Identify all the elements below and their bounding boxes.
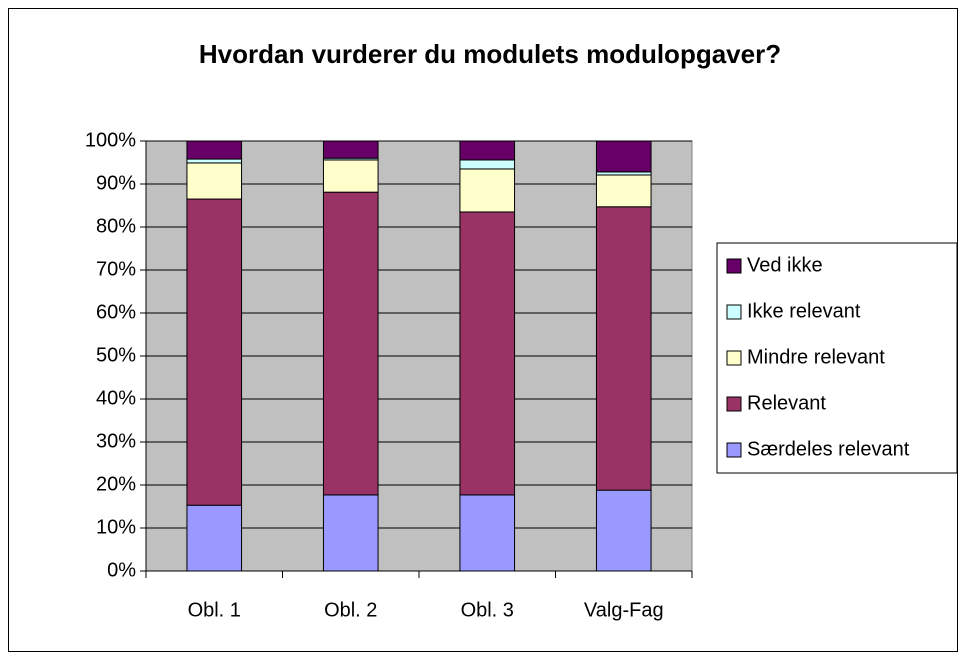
bar-segment	[322, 191, 379, 496]
y-tick-label: 60%	[96, 301, 136, 323]
bar-segment	[322, 140, 379, 159]
bar-segment	[322, 494, 379, 572]
legend-label: Relevant	[747, 392, 826, 414]
legend-swatch	[726, 396, 742, 412]
bar-segment	[186, 162, 243, 200]
legend-swatch	[726, 304, 742, 320]
legend-swatch	[726, 258, 742, 274]
bar-segment	[459, 159, 516, 170]
bar-segment	[595, 206, 652, 491]
y-tick-label: 20%	[96, 473, 136, 495]
y-tick-label: 70%	[96, 258, 136, 280]
bar-segment	[459, 140, 516, 161]
bar-segment	[459, 168, 516, 213]
bar-segment	[186, 158, 243, 164]
legend-label: Ikke relevant	[747, 300, 861, 322]
x-tick-label: Valg-Fag	[584, 599, 664, 621]
bar-segment	[186, 140, 243, 160]
bar-segment	[595, 489, 652, 572]
legend-label: Mindre relevant	[747, 346, 885, 368]
legend-label: Særdeles relevant	[747, 438, 910, 460]
x-tick-label: Obl. 2	[324, 599, 377, 621]
y-tick-label: 90%	[96, 172, 136, 194]
bar-segment	[459, 211, 516, 496]
bar-segment	[459, 494, 516, 572]
chart-title: Hvordan vurderer du modulets modulopgave…	[199, 39, 781, 69]
bar-segment	[186, 198, 243, 506]
bar-segment	[595, 140, 652, 173]
y-tick-label: 10%	[96, 516, 136, 538]
bar-segment	[595, 174, 652, 208]
x-tick-label: Obl. 1	[188, 599, 241, 621]
legend-label: Ved ikke	[747, 254, 823, 276]
y-tick-label: 50%	[96, 344, 136, 366]
x-tick-label: Obl. 3	[461, 599, 514, 621]
y-tick-label: 40%	[96, 387, 136, 409]
y-tick-label: 30%	[96, 430, 136, 452]
legend-swatch	[726, 442, 742, 458]
y-tick-label: 100%	[85, 129, 136, 151]
legend-box	[716, 242, 958, 474]
y-tick-label: 0%	[107, 559, 136, 581]
y-tick-label: 80%	[96, 215, 136, 237]
bar-segment	[186, 504, 243, 572]
legend-swatch	[726, 350, 742, 366]
bar-segment	[322, 159, 379, 193]
